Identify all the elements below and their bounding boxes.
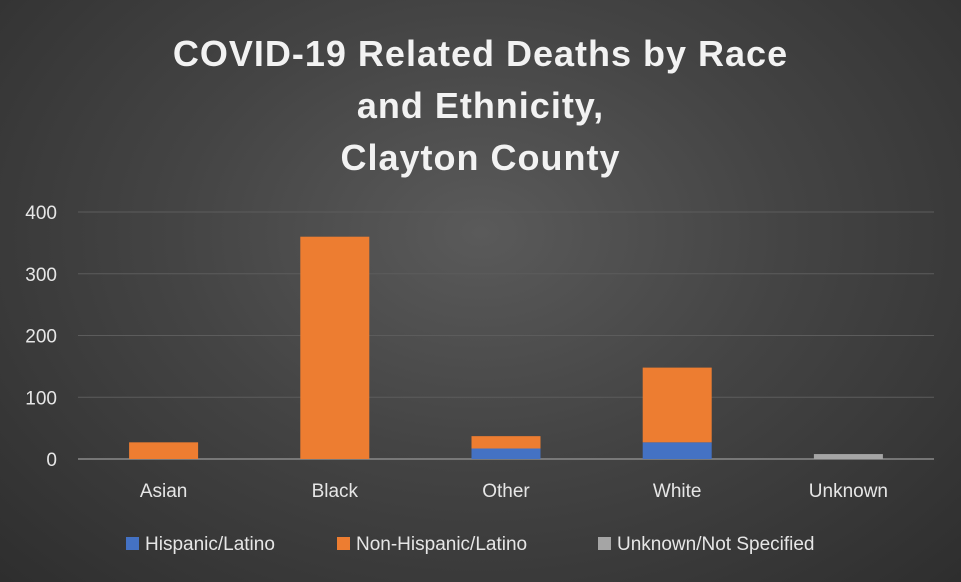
y-tick-label: 100 [25,388,57,409]
x-tick-label: Unknown [809,481,888,502]
bar-segment [642,442,712,459]
bar-segment [471,436,541,449]
legend-label: Non-Hispanic/Latino [356,534,527,555]
chart-title-line-3: Clayton County [340,137,621,178]
x-tick-label: Black [312,481,359,502]
legend-swatch [126,537,139,550]
x-tick-label: White [653,481,702,502]
chart-title: COVID-19 Related Deaths by Race and Ethn… [0,28,961,184]
chart-title-line-2: and Ethnicity, [356,85,605,126]
y-tick-label: 0 [46,450,57,471]
y-tick-label: 200 [25,327,57,348]
x-tick-label: Other [482,481,530,502]
legend-label: Unknown/Not Specified [617,534,815,555]
x-tick-label: Asian [140,481,188,502]
legend-swatch [598,537,611,550]
y-tick-label: 400 [25,203,57,224]
y-tick-label: 300 [25,265,57,286]
bar-segment [813,454,883,459]
bar-segment [471,448,541,459]
bar-segment [300,236,370,459]
bar-segment [129,442,199,459]
legend-swatch [337,537,350,550]
chart-title-line-1: COVID-19 Related Deaths by Race [172,33,789,74]
bar-segment [642,367,712,443]
legend-label: Hispanic/Latino [145,534,275,555]
